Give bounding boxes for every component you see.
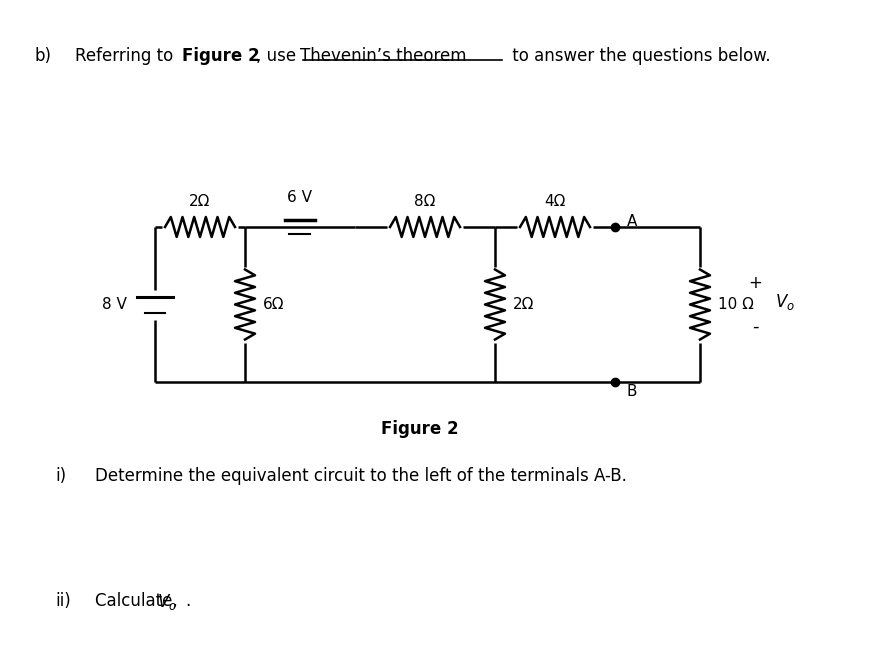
Text: A: A bbox=[627, 214, 637, 230]
Text: -: - bbox=[752, 317, 759, 335]
Text: 10 Ω: 10 Ω bbox=[718, 297, 754, 312]
Text: 6 V: 6 V bbox=[287, 190, 313, 205]
Text: 8 V: 8 V bbox=[102, 297, 127, 312]
Text: to answer the questions below.: to answer the questions below. bbox=[507, 47, 771, 65]
Text: b): b) bbox=[35, 47, 52, 65]
Text: ii): ii) bbox=[55, 592, 71, 610]
Text: Thevenin’s theorem: Thevenin’s theorem bbox=[300, 47, 466, 65]
Text: .: . bbox=[185, 592, 190, 610]
Text: 6Ω: 6Ω bbox=[263, 297, 285, 312]
Text: i): i) bbox=[55, 467, 66, 485]
Text: Figure 2: Figure 2 bbox=[382, 420, 459, 438]
Text: B: B bbox=[627, 384, 637, 399]
Text: 4Ω: 4Ω bbox=[544, 194, 566, 209]
Text: 2Ω: 2Ω bbox=[513, 297, 534, 312]
Text: Determine the equivalent circuit to the left of the terminals A-B.: Determine the equivalent circuit to the … bbox=[95, 467, 627, 485]
Text: $V_o$: $V_o$ bbox=[157, 592, 177, 612]
Text: Referring to: Referring to bbox=[75, 47, 178, 65]
Text: +: + bbox=[748, 274, 762, 292]
Text: 8Ω: 8Ω bbox=[415, 194, 436, 209]
Text: $V_o$: $V_o$ bbox=[775, 292, 795, 312]
Text: Calculate,: Calculate, bbox=[95, 592, 183, 610]
Text: Figure 2: Figure 2 bbox=[182, 47, 259, 65]
Text: , use: , use bbox=[256, 47, 301, 65]
Text: 2Ω: 2Ω bbox=[189, 194, 210, 209]
